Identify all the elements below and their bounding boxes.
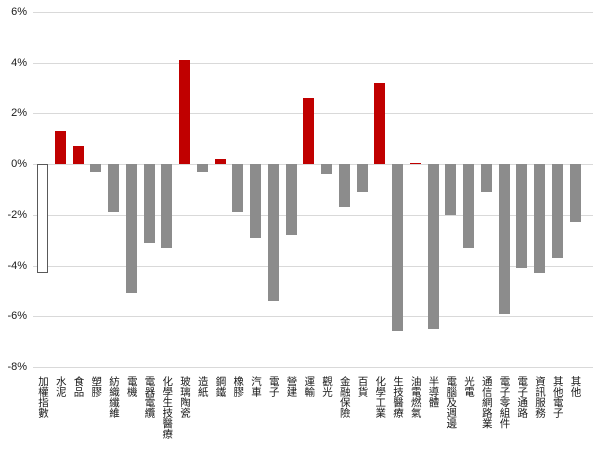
bar-電機 (125, 164, 137, 294)
x-axis-category-label: 電子 (267, 376, 280, 397)
x-axis-category-label: 加權指數 (37, 376, 49, 418)
bar-百貨 (356, 164, 368, 192)
x-axis-category-label: 電腦及週邊 (445, 376, 458, 429)
x-axis-category-label: 紡織纖維 (108, 376, 120, 418)
y-axis-tick-label: -6% (7, 310, 27, 323)
bar-生技醫療 (392, 164, 403, 332)
bar-橡膠 (232, 164, 244, 213)
bar-通信網路業 (480, 164, 492, 192)
x-axis-category-label: 半導體 (427, 376, 440, 408)
x-axis-category-label: 水泥 (54, 376, 67, 397)
x-axis-category-label: 光電 (463, 376, 475, 397)
bar-營建 (285, 164, 297, 236)
y-axis-tick-label: 4% (11, 56, 27, 69)
y-axis-tick-label: 2% (11, 107, 27, 120)
bar-資訊服務 (534, 164, 545, 274)
y-axis-tick-label: -2% (7, 208, 27, 221)
bar-電器電纜 (143, 164, 155, 243)
bar-化學工業 (374, 83, 386, 165)
bar-電腦及週邊 (445, 164, 457, 215)
bar-汽車 (250, 164, 261, 238)
x-axis-category-label: 電機 (125, 376, 138, 397)
x-axis-category-label: 化學生技醫療 (161, 376, 174, 439)
y-axis-tick-label: -4% (7, 259, 27, 272)
bar-紡織纖維 (108, 164, 119, 213)
gridline--2% (33, 214, 593, 216)
x-axis-category-label: 油電燃氣 (409, 376, 422, 418)
bar-化學生技醫療 (161, 164, 173, 248)
bar-半導體 (427, 164, 439, 329)
x-axis-category-label: 化學工業 (374, 376, 387, 418)
gridline--6% (33, 316, 593, 318)
x-axis-category-label: 造紙 (196, 376, 209, 397)
x-axis-category-label: 汽車 (250, 376, 262, 397)
gridline--8% (33, 367, 593, 368)
bar-油電燃氣 (409, 162, 421, 165)
bar-玻璃陶瓷 (179, 60, 190, 165)
x-axis-category-label: 其他電子 (551, 376, 564, 418)
x-axis-category-label: 通信網路業 (480, 376, 493, 429)
bar-食品 (72, 146, 84, 165)
bar-鋼鐵 (214, 159, 226, 165)
x-axis-category-label: 電子通路 (516, 376, 529, 418)
y-axis-tick-label: 6% (11, 6, 27, 18)
x-axis-category-label: 塑膠 (90, 376, 103, 397)
x-axis-category-label: 百貨 (356, 376, 369, 397)
gridline--4% (33, 265, 593, 267)
bar-電子零組件 (498, 164, 510, 314)
x-axis-category-label: 金融保險 (338, 376, 351, 418)
gridline-4% (33, 62, 593, 64)
x-axis-category-label: 資訊服務 (534, 376, 546, 418)
gridline-0% (33, 164, 593, 166)
bar-觀光 (321, 164, 332, 175)
y-axis-tick-label: 0% (11, 158, 27, 171)
x-axis-category-label: 電子零組件 (498, 376, 511, 429)
x-axis-category-label: 食品 (72, 376, 85, 397)
bar-加權指數 (37, 164, 48, 274)
bar-造紙 (196, 164, 208, 172)
bar-電子通路 (516, 164, 528, 269)
bar-其他 (569, 164, 581, 223)
bar-水泥 (54, 131, 66, 165)
x-axis-category-label: 運輸 (303, 376, 316, 397)
y-axis-tick-label: -8% (7, 361, 27, 373)
bar-塑膠 (90, 164, 102, 172)
bar-光電 (463, 164, 474, 248)
x-axis-category-label: 生技醫療 (392, 376, 404, 418)
bar-金融保險 (338, 164, 350, 208)
x-axis-category-label: 其他 (569, 376, 582, 397)
bar-運輸 (303, 98, 315, 165)
gridline-6% (33, 12, 593, 13)
bar-其他電子 (551, 164, 563, 258)
x-axis-category-label: 營建 (285, 376, 298, 397)
x-axis-category-label: 玻璃陶瓷 (179, 376, 191, 418)
x-axis-category-label: 橡膠 (232, 376, 245, 397)
x-axis-category-label: 觀光 (321, 376, 333, 397)
x-axis-category-label: 鋼鐵 (214, 376, 227, 397)
bar-電子 (267, 164, 279, 301)
x-axis-category-label: 電器電纜 (143, 376, 156, 418)
